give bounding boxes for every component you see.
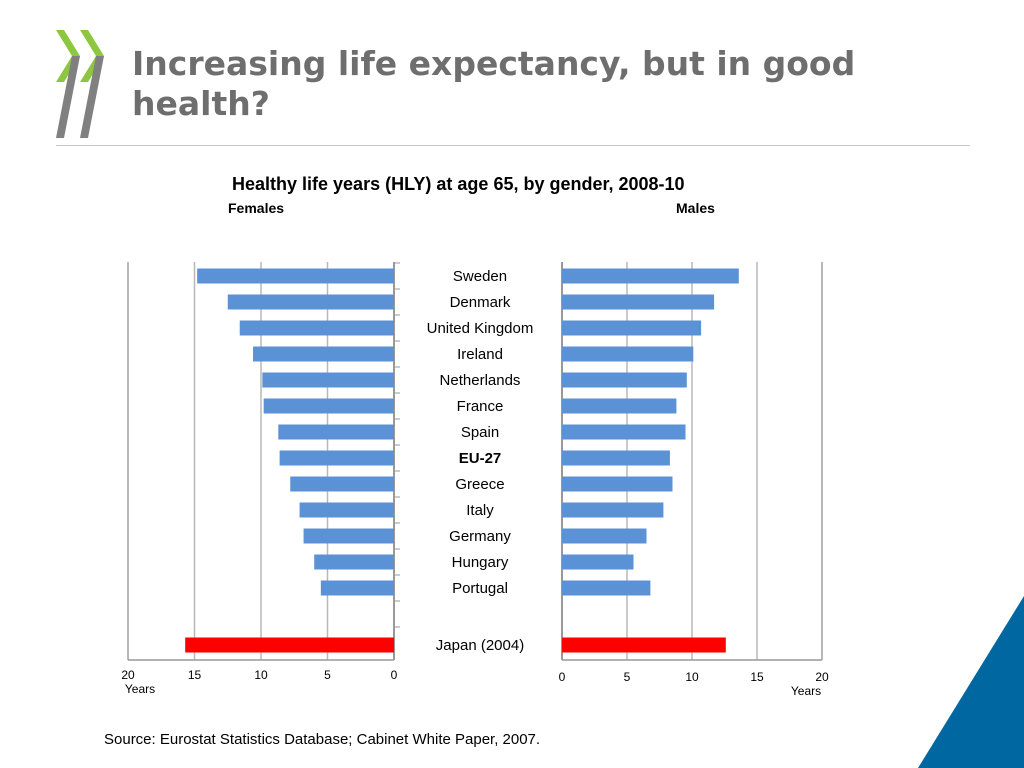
bar-females-denmark [227,294,394,310]
chart-title: Healthy life years (HLY) at age 65, by g… [232,174,685,194]
bar-males-greece [562,476,673,492]
right-x-tick-label: 15 [750,670,764,684]
source-note: Source: Eurostat Statistics Database; Ca… [104,731,541,748]
category-label-united-kingdom: United Kingdom [427,320,534,337]
bar-females-portugal [320,580,394,596]
category-label-france: France [457,398,504,415]
category-label-germany: Germany [449,528,511,545]
slide-title: Increasing life expectancy, but in good … [132,44,856,123]
bar-females-japan-2004 [185,637,394,653]
right-x-axis-label: Years [791,684,821,698]
bar-females-france [263,398,394,414]
females-panel-label: Females [228,200,285,216]
category-label-ireland: Ireland [457,346,503,363]
bar-males-spain [562,424,686,440]
logo-chevron-grey-1 [56,56,80,138]
left-x-tick-label: 15 [188,668,202,682]
category-label-hungary: Hungary [452,554,509,571]
right-x-tick-label: 20 [815,670,829,684]
category-label-japan-2004: Japan (2004) [436,637,524,654]
bar-males-netherlands [562,372,687,388]
category-label-portugal: Portugal [452,580,508,597]
bar-males-hungary [562,554,634,570]
right-x-tick-label: 5 [624,670,631,684]
males-panel-label: Males [676,200,715,216]
bar-females-united-kingdom [239,320,394,336]
category-label-netherlands: Netherlands [440,372,521,389]
bar-females-netherlands [262,372,394,388]
bar-males-portugal [562,580,651,596]
bar-females-italy [299,502,394,518]
category-label-denmark: Denmark [450,294,511,311]
category-label-greece: Greece [455,476,504,493]
bar-females-sweden [197,268,394,284]
right-x-tick-label: 10 [685,670,699,684]
bar-females-hungary [314,554,394,570]
bar-males-japan-2004 [562,637,726,653]
bar-males-italy [562,502,664,518]
bar-males-ireland [562,346,694,362]
bar-females-eu-27 [279,450,394,466]
bar-males-sweden [562,268,739,284]
bar-females-greece [290,476,394,492]
title-divider [56,145,970,146]
bar-females-spain [278,424,394,440]
bar-males-denmark [562,294,715,310]
bar-males-eu-27 [562,450,670,466]
bar-males-germany [562,528,647,544]
bar-males-france [562,398,677,414]
oecd-logo-icon [56,30,104,138]
bar-females-ireland [253,346,394,362]
right-x-tick-label: 0 [559,670,566,684]
category-label-eu-27: EU-27 [459,450,502,467]
category-label-spain: Spain [461,424,499,441]
bar-males-united-kingdom [562,320,702,336]
left-x-axis-label: Years [125,682,155,696]
logo-chevron-grey-2 [80,56,104,138]
left-x-tick-label: 20 [121,668,135,682]
category-label-italy: Italy [466,502,494,519]
bar-females-germany [303,528,394,544]
left-x-tick-label: 0 [391,668,398,682]
category-label-sweden: Sweden [453,268,507,285]
left-x-tick-label: 10 [254,668,268,682]
left-x-tick-label: 5 [324,668,331,682]
